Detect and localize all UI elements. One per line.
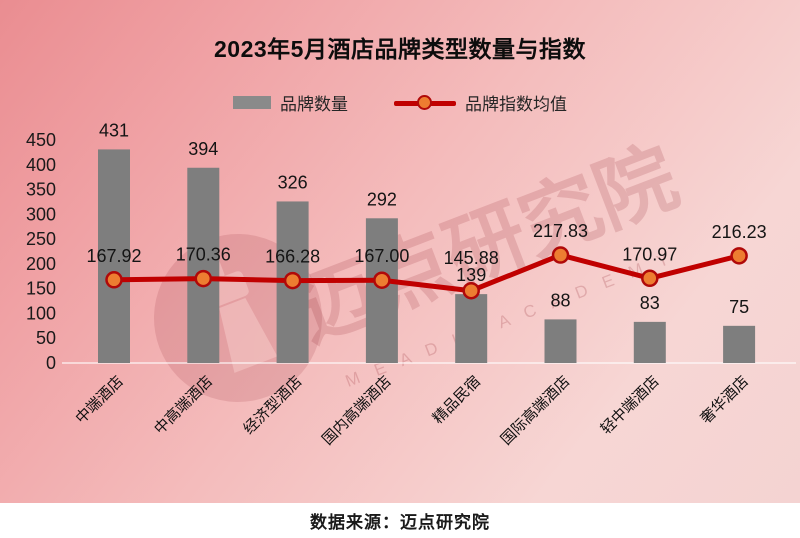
y-tick-label: 400: [26, 155, 56, 175]
bar-value-label: 394: [188, 139, 218, 159]
plot-content: 0 50 100 150 200 250 300 350 400 450 431 中端酒店 394 中高端…: [26, 120, 796, 448]
y-tick-label: 150: [26, 279, 56, 299]
y-tick-label: 0: [46, 353, 56, 373]
bar: [187, 167, 220, 363]
y-tick-label: 350: [26, 180, 56, 200]
line-value-label: 170.36: [176, 245, 231, 265]
line-marker: [641, 269, 659, 288]
line-value-label: 145.88: [444, 248, 499, 268]
chart-title: 2023年5月酒店品牌类型数量与指数: [214, 36, 586, 62]
bar-value-label: 326: [278, 172, 308, 192]
y-tick-label: 450: [26, 130, 56, 150]
x-tick-label: 奢华酒店: [697, 373, 751, 427]
y-tick-label: 50: [36, 328, 56, 348]
bar: [98, 149, 130, 363]
bar-value-label: 75: [729, 297, 749, 317]
source-text: 数据来源：迈点研究院: [310, 513, 490, 532]
bar-value-label: 431: [99, 120, 129, 140]
legend-bar-series-label: 品牌数量: [280, 95, 348, 114]
source-footer: 数据来源：迈点研究院: [0, 503, 800, 538]
line-value-label: 217.83: [533, 221, 588, 241]
legend-line-series-label: 品牌指数均值: [465, 95, 567, 114]
bar: [455, 294, 488, 363]
line-series: [111, 252, 742, 294]
line-value-label: 166.28: [265, 247, 320, 267]
x-tick-label: 国际高端酒店: [498, 373, 574, 449]
line-value-label: 170.97: [622, 244, 677, 264]
bar-value-label: 139: [456, 265, 486, 285]
plot-svg: 迈点研究院 M E A D I N A C A D E M Y 05010015…: [26, 120, 796, 448]
x-tick-label: 精品民宿: [430, 373, 484, 427]
bar: [544, 319, 577, 363]
x-tick-label: 轻中端酒店: [598, 373, 663, 438]
y-tick-label: 200: [26, 254, 56, 274]
line-marker: [105, 271, 123, 289]
line-marker: [283, 271, 302, 290]
line-value-label: 167.00: [354, 246, 409, 266]
chart-area: 2023年5月酒店品牌类型数量与指数 品牌数量 品牌指数均值: [0, 0, 800, 503]
y-tick-label: 100: [26, 303, 56, 323]
line-marker: [730, 247, 748, 265]
x-tick-label: 中端酒店: [72, 373, 126, 427]
line-swatch-marker-icon: [417, 94, 432, 110]
line-value-label: 216.23: [712, 222, 767, 242]
line-marker: [194, 269, 213, 288]
bar: [365, 218, 398, 363]
bar-series-swatch-icon: [233, 96, 271, 109]
y-tick-label: 250: [26, 229, 56, 249]
legend-item-line-series: 品牌指数均值: [394, 90, 567, 115]
bar-value-label: 88: [550, 290, 570, 310]
legend-item-bar-series: 品牌数量: [233, 90, 348, 115]
line-marker: [551, 246, 570, 264]
bar-value-label: 83: [640, 293, 660, 313]
x-tick-label: 中高端酒店: [151, 373, 216, 438]
bar-value-label: 292: [367, 189, 397, 209]
line-series-swatch-icon: [394, 94, 456, 111]
line-marker: [373, 271, 391, 289]
line-value-label: 167.92: [86, 246, 141, 266]
legend: 品牌数量 品牌指数均值: [0, 90, 800, 115]
y-tick-label: 300: [26, 204, 56, 224]
bar: [633, 321, 666, 363]
bar: [723, 325, 756, 363]
line-marker: [462, 281, 480, 300]
